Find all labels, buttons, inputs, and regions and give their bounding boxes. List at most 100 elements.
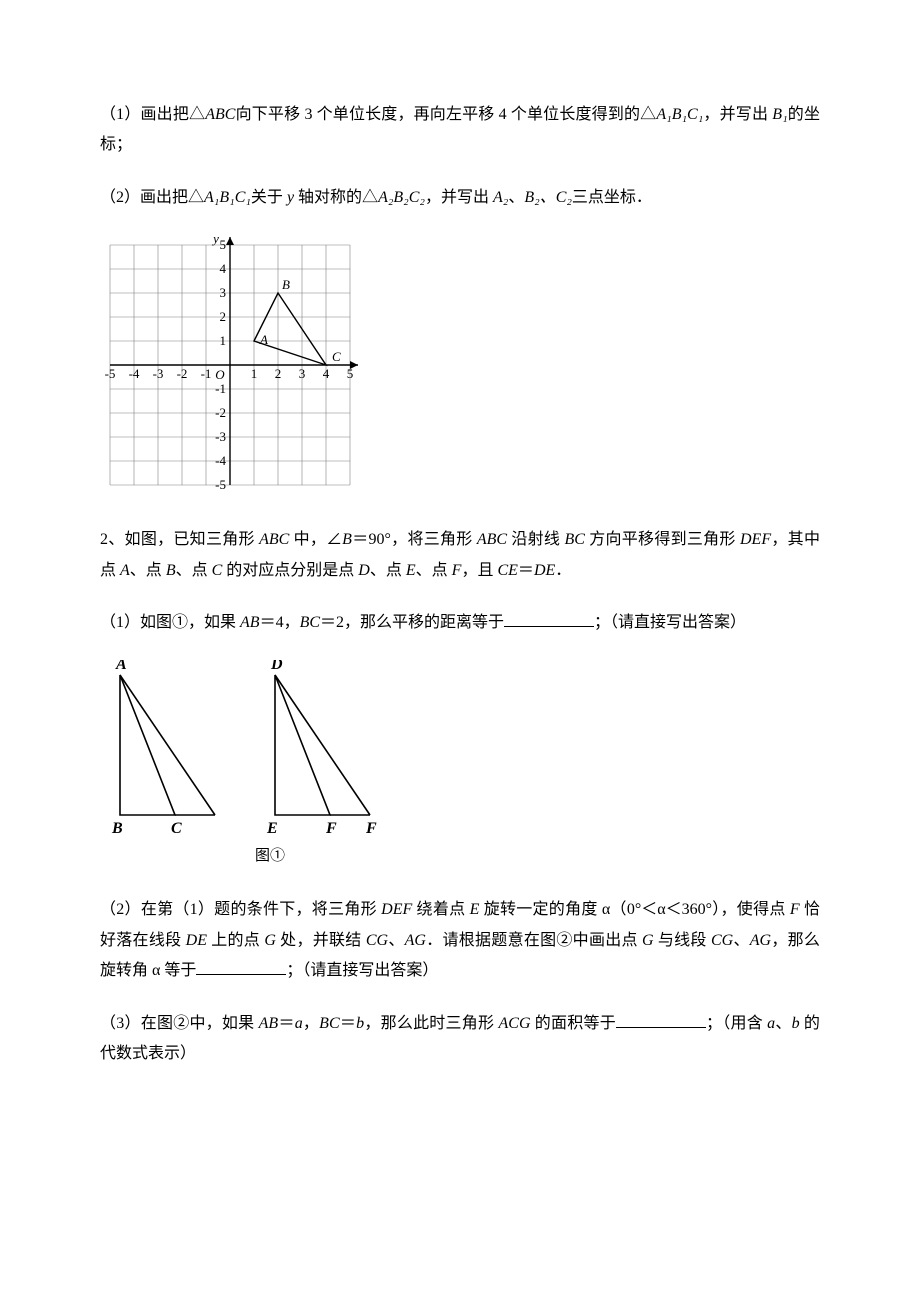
q2-part2: （2）在第（1）题的条件下，将三角形 DEF 绕着点 E 旋转一定的角度 α（0… bbox=[100, 895, 820, 986]
text: ＝2，那么平移的距离等于 bbox=[320, 614, 504, 631]
q2-part1: （1）如图①，如果 AB＝4，BC＝2，那么平移的距离等于；（请直接写出答案） bbox=[100, 608, 820, 638]
q1-part1: （1）画出把△ABC向下平移 3 个单位长度，再向左平移 4 个单位长度得到的△… bbox=[100, 100, 820, 161]
triangle-figure-1: ABCDEFF 图① bbox=[100, 660, 820, 865]
text: ；（请直接写出答案） bbox=[286, 962, 438, 979]
svg-text:4: 4 bbox=[323, 366, 330, 381]
text: 处，并联结 bbox=[276, 932, 366, 949]
grid-svg: -5-5-4-4-3-3-2-2-1-11122334455OxyABC bbox=[100, 235, 360, 495]
svg-text:B: B bbox=[282, 277, 290, 292]
ce: CE bbox=[497, 562, 517, 579]
text: 、 bbox=[388, 932, 405, 949]
svg-text:C: C bbox=[332, 349, 341, 364]
svg-text:C: C bbox=[171, 820, 182, 837]
text: ；（用含 bbox=[706, 1015, 767, 1032]
text: 沿射线 bbox=[507, 531, 564, 548]
ag: AG bbox=[750, 932, 771, 949]
a: a bbox=[767, 1015, 775, 1032]
svg-text:3: 3 bbox=[220, 285, 227, 300]
G: G bbox=[264, 932, 276, 949]
B: B bbox=[342, 531, 352, 548]
E: E bbox=[470, 901, 480, 918]
text: ＝ bbox=[278, 1015, 294, 1032]
D: D bbox=[358, 562, 370, 579]
triangles-svg: ABCDEFF bbox=[100, 660, 380, 840]
text: 上的点 bbox=[207, 932, 264, 949]
F: F bbox=[790, 901, 800, 918]
E: E bbox=[406, 562, 416, 579]
ab: AB bbox=[240, 614, 260, 631]
def: DEF bbox=[740, 531, 771, 548]
cg: CG bbox=[711, 932, 733, 949]
F: F bbox=[452, 562, 462, 579]
svg-text:-4: -4 bbox=[215, 453, 226, 468]
ag: AG bbox=[405, 932, 426, 949]
b: b bbox=[792, 1015, 800, 1032]
bc: BC bbox=[319, 1015, 339, 1032]
text: ＝ bbox=[518, 562, 534, 579]
c2: C₂ bbox=[556, 189, 572, 206]
text: 旋转一定的角度 α（0°＜α＜360°），使得点 bbox=[479, 901, 789, 918]
coordinate-grid-figure: -5-5-4-4-3-3-2-2-1-11122334455OxyABC bbox=[100, 235, 820, 495]
svg-text:2: 2 bbox=[220, 309, 227, 324]
svg-text:-1: -1 bbox=[215, 381, 226, 396]
svg-text:-1: -1 bbox=[201, 366, 212, 381]
abc: ABC bbox=[205, 106, 235, 123]
svg-text:-3: -3 bbox=[215, 429, 226, 444]
text: 、点 bbox=[130, 562, 166, 579]
svg-text:4: 4 bbox=[220, 261, 227, 276]
y: y bbox=[287, 189, 294, 206]
text: 的面积等于 bbox=[531, 1015, 616, 1032]
svg-text:D: D bbox=[270, 660, 283, 673]
blank-3 bbox=[616, 1011, 706, 1028]
bc: BC bbox=[300, 614, 320, 631]
q2-part3: （3）在图②中，如果 AB＝a，BC＝b，那么此时三角形 ACG 的面积等于；（… bbox=[100, 1009, 820, 1070]
G: G bbox=[642, 932, 654, 949]
svg-text:-3: -3 bbox=[153, 366, 164, 381]
text: ＝90°，将三角形 bbox=[352, 531, 477, 548]
svg-text:A: A bbox=[259, 332, 268, 347]
text: ． bbox=[555, 562, 571, 579]
text: ＝4， bbox=[260, 614, 300, 631]
text: 、点 bbox=[416, 562, 452, 579]
text: ，那么此时三角形 bbox=[364, 1015, 498, 1032]
text: ＝ bbox=[340, 1015, 356, 1032]
svg-text:5: 5 bbox=[220, 237, 227, 252]
text: 中，∠ bbox=[289, 531, 342, 548]
svg-text:F: F bbox=[325, 820, 337, 837]
text: 、点 bbox=[370, 562, 406, 579]
figure-caption: 图① bbox=[100, 844, 400, 865]
text: 、点 bbox=[176, 562, 212, 579]
svg-text:-4: -4 bbox=[129, 366, 140, 381]
text: ．请根据题意在图②中画出点 bbox=[426, 932, 642, 949]
B: B bbox=[166, 562, 176, 579]
text: 的对应点分别是点 bbox=[222, 562, 358, 579]
svg-text:A: A bbox=[115, 660, 127, 673]
text: （1）画出把△ bbox=[100, 106, 205, 123]
q2-intro: 2、如图，已知三角形 ABC 中，∠B＝90°，将三角形 ABC 沿射线 BC … bbox=[100, 525, 820, 586]
b: b bbox=[356, 1015, 364, 1032]
text: 、 bbox=[733, 932, 750, 949]
svg-text:-2: -2 bbox=[177, 366, 188, 381]
text: ， bbox=[303, 1015, 319, 1032]
svg-text:5: 5 bbox=[347, 366, 354, 381]
cg: CG bbox=[366, 932, 388, 949]
C: C bbox=[212, 562, 223, 579]
svg-text:1: 1 bbox=[220, 333, 227, 348]
bc: BC bbox=[564, 531, 584, 548]
ab: AB bbox=[259, 1015, 279, 1032]
text: 向下平移 3 个单位长度，再向左平移 4 个单位长度得到的△ bbox=[235, 106, 656, 123]
text: ；（请直接写出答案） bbox=[594, 614, 746, 631]
text: （2）画出把△ bbox=[100, 189, 204, 206]
svg-text:O: O bbox=[215, 367, 225, 382]
b2: B₂、 bbox=[524, 189, 555, 206]
svg-text:3: 3 bbox=[299, 366, 306, 381]
text: （2）在第（1）题的条件下，将三角形 bbox=[100, 901, 381, 918]
svg-text:1: 1 bbox=[251, 366, 258, 381]
abc: ABC bbox=[259, 531, 289, 548]
text: 关于 bbox=[251, 189, 287, 206]
a: a bbox=[295, 1015, 303, 1032]
de: DE bbox=[534, 562, 555, 579]
a2b2c2: A₂B₂C₂ bbox=[378, 189, 425, 206]
blank-1 bbox=[504, 610, 594, 627]
text: ，并写出 bbox=[425, 189, 493, 206]
